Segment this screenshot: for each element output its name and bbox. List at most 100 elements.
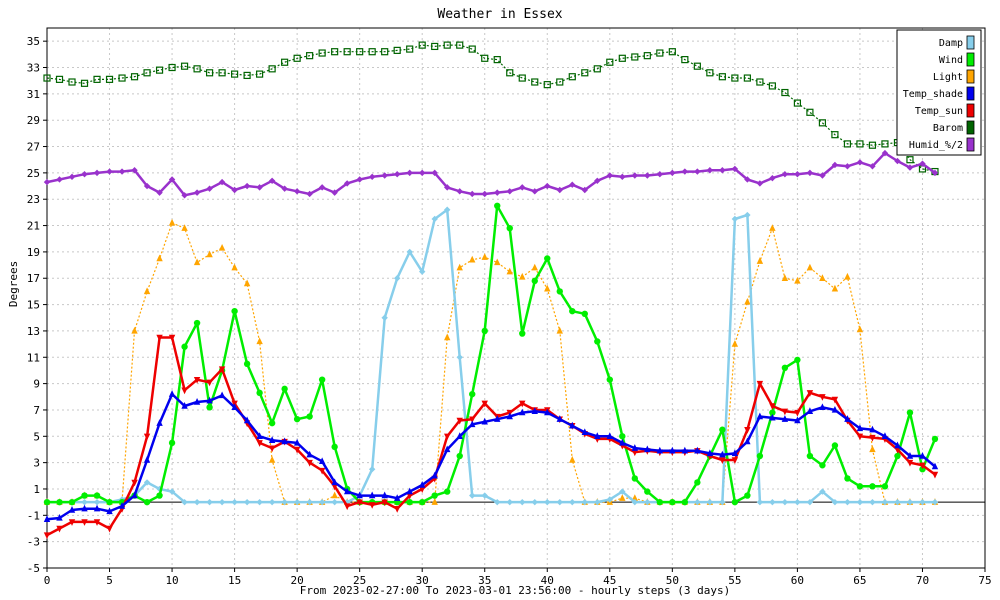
data-point-temp-shade <box>894 441 901 449</box>
data-point-temp-shade <box>293 438 301 446</box>
data-point-humid-2 <box>456 188 463 195</box>
data-point-damp <box>594 498 601 506</box>
data-point-wind <box>806 452 814 460</box>
series-barom <box>43 41 939 176</box>
data-point-barom <box>55 75 64 83</box>
data-point-damp <box>894 498 901 506</box>
data-point-wind <box>744 492 751 499</box>
data-point-barom <box>456 41 464 49</box>
data-point-wind <box>581 310 588 318</box>
legend: Damp Wind Light Temp_shade Temp_sun Barom Humi… <box>896 29 982 156</box>
data-point-humid-2 <box>68 173 76 181</box>
data-point-temp-shade <box>769 413 776 421</box>
data-point-temp-shade <box>931 462 939 470</box>
data-point-temp-shade <box>606 432 613 439</box>
data-point-barom <box>256 70 264 78</box>
data-point-temp-shade <box>506 412 513 420</box>
data-point-wind <box>831 442 839 449</box>
data-point-humid-2 <box>256 184 263 191</box>
data-point-light <box>218 243 226 251</box>
data-point-barom <box>180 62 189 70</box>
data-point-barom <box>80 79 89 87</box>
data-point-light <box>431 498 438 505</box>
series-line-temp-sun <box>46 336 936 537</box>
data-point-damp <box>318 498 326 506</box>
data-point-wind <box>606 376 613 383</box>
data-point-damp <box>856 498 864 506</box>
data-point-damp <box>744 211 751 219</box>
y-tick-label: 9 <box>33 378 40 391</box>
data-point-barom <box>193 65 201 73</box>
data-point-temp-sun <box>356 499 363 507</box>
data-point-temp-shade <box>368 491 376 499</box>
data-point-temp-sun <box>794 409 801 417</box>
data-point-barom <box>43 74 51 82</box>
data-point-temp-shade <box>819 403 826 411</box>
data-point-wind <box>781 364 789 372</box>
data-point-wind <box>694 479 701 486</box>
data-point-barom <box>168 63 176 72</box>
data-point-temp-shade <box>156 419 163 426</box>
data-point-light <box>131 326 138 334</box>
data-point-humid-2 <box>631 172 639 179</box>
data-point-damp <box>844 498 851 506</box>
data-point-wind <box>931 435 939 443</box>
data-point-light <box>243 279 251 287</box>
data-point-temp-sun <box>756 380 764 388</box>
data-point-damp <box>781 498 789 506</box>
data-point-humid-2 <box>694 168 701 175</box>
data-point-damp <box>93 498 101 506</box>
data-point-barom <box>331 48 339 56</box>
y-tick-label: 25 <box>27 167 40 180</box>
data-point-wind <box>56 498 63 506</box>
data-point-temp-shade <box>694 446 701 454</box>
y-axis-label: Degrees <box>7 261 20 307</box>
data-point-damp <box>494 498 501 506</box>
y-tick-label: 5 <box>33 430 40 443</box>
data-point-light <box>756 257 764 264</box>
data-point-barom <box>493 56 501 64</box>
data-point-damp <box>694 498 701 506</box>
data-point-temp-shade <box>181 402 188 409</box>
data-point-temp-sun <box>368 502 376 509</box>
data-point-light <box>619 494 626 501</box>
data-point-wind <box>619 433 626 440</box>
y-tick-label: 3 <box>33 457 40 470</box>
data-point-barom <box>243 71 251 80</box>
data-point-barom <box>681 56 689 64</box>
data-point-humid-2 <box>231 186 238 194</box>
data-point-wind <box>293 415 301 423</box>
data-point-humid-2 <box>894 157 901 165</box>
data-point-wind <box>494 202 501 210</box>
data-point-humid-2 <box>118 168 126 175</box>
data-point-light <box>469 255 476 263</box>
data-point-damp <box>831 498 839 506</box>
data-point-temp-shade <box>469 420 476 428</box>
data-point-barom <box>406 45 414 53</box>
data-point-temp-shade <box>106 507 113 515</box>
data-point-damp <box>919 498 926 506</box>
data-point-humid-2 <box>381 172 388 179</box>
data-point-wind <box>431 492 438 499</box>
y-tick-label: 19 <box>27 246 40 259</box>
data-point-light <box>531 263 538 271</box>
data-point-wind <box>143 498 151 506</box>
data-point-temp-shade <box>744 437 751 445</box>
data-point-temp-shade <box>206 396 213 404</box>
data-point-barom <box>868 141 877 149</box>
legend-label-barom: Barom <box>933 123 963 134</box>
data-point-barom <box>205 69 214 77</box>
data-point-temp-sun <box>469 416 476 424</box>
data-point-humid-2 <box>331 189 338 196</box>
x-tick-label: 50 <box>666 574 679 587</box>
x-tick-label: 35 <box>478 574 491 587</box>
legend-swatch-light <box>966 69 975 84</box>
data-point-humid-2 <box>569 181 576 188</box>
data-point-light <box>856 325 864 333</box>
y-tick-label: 35 <box>27 35 40 48</box>
data-point-wind <box>519 330 526 337</box>
x-tick-label: 75 <box>978 574 991 587</box>
data-point-temp-shade <box>719 450 726 458</box>
data-point-light <box>481 253 488 260</box>
data-point-wind <box>306 413 313 420</box>
